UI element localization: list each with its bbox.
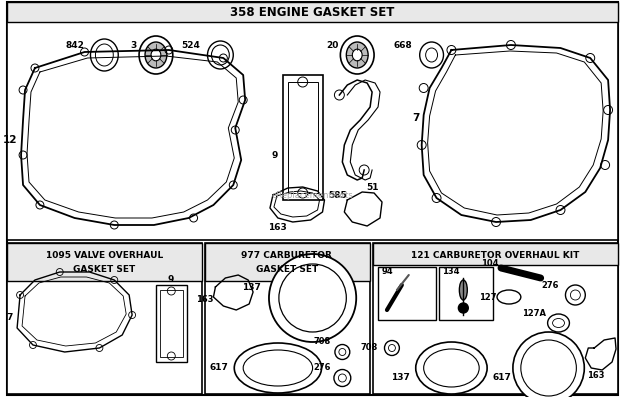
Text: 977 CARBURETOR: 977 CARBURETOR: [241, 252, 332, 260]
Ellipse shape: [384, 341, 399, 355]
Text: 94: 94: [382, 268, 394, 276]
Text: 276: 276: [313, 364, 330, 372]
Bar: [156, 285, 187, 362]
Ellipse shape: [151, 49, 161, 61]
Ellipse shape: [423, 349, 479, 387]
Text: 276: 276: [541, 281, 559, 289]
Text: eReplacementParts: eReplacementParts: [272, 191, 353, 200]
Text: 163: 163: [196, 295, 213, 304]
Ellipse shape: [91, 39, 118, 71]
Ellipse shape: [565, 285, 585, 305]
Ellipse shape: [352, 49, 362, 61]
Text: 121 CARBURETOR OVERHAUL KIT: 121 CARBURETOR OVERHAUL KIT: [411, 251, 579, 260]
Text: 163: 163: [268, 224, 287, 233]
Ellipse shape: [234, 343, 322, 393]
Text: 7: 7: [412, 113, 420, 123]
Text: 127: 127: [479, 293, 496, 301]
Ellipse shape: [95, 44, 113, 66]
Ellipse shape: [459, 280, 467, 300]
Text: 51: 51: [366, 183, 378, 193]
Text: 585: 585: [328, 191, 347, 200]
Text: 524: 524: [182, 42, 200, 50]
Bar: [373, 243, 618, 265]
Bar: [288, 82, 317, 193]
Text: 7: 7: [7, 314, 13, 322]
Text: 137: 137: [242, 283, 261, 293]
Ellipse shape: [340, 36, 374, 74]
Text: 9: 9: [272, 150, 278, 160]
Bar: [205, 243, 370, 394]
Ellipse shape: [389, 345, 396, 351]
Ellipse shape: [279, 264, 347, 332]
Bar: [378, 267, 436, 320]
Ellipse shape: [552, 318, 564, 328]
Ellipse shape: [145, 42, 167, 68]
Ellipse shape: [570, 290, 580, 300]
Ellipse shape: [139, 36, 173, 74]
Text: 668: 668: [393, 42, 412, 50]
Ellipse shape: [547, 314, 569, 332]
Ellipse shape: [334, 370, 351, 387]
Bar: [438, 267, 493, 320]
Text: 708: 708: [313, 337, 330, 347]
Bar: [7, 2, 618, 240]
Text: 1095 VALVE OVERHAUL: 1095 VALVE OVERHAUL: [46, 252, 163, 260]
Text: 842: 842: [66, 42, 84, 50]
Bar: [7, 2, 618, 22]
Text: 3: 3: [131, 42, 137, 50]
Text: 12: 12: [2, 135, 17, 145]
Ellipse shape: [416, 342, 487, 394]
Bar: [283, 75, 322, 200]
Text: 358 ENGINE GASKET SET: 358 ENGINE GASKET SET: [231, 6, 395, 19]
Ellipse shape: [208, 41, 233, 69]
Bar: [160, 290, 183, 357]
Text: 617: 617: [210, 364, 228, 372]
Text: 137: 137: [391, 374, 410, 382]
Circle shape: [458, 303, 468, 313]
Bar: [205, 243, 370, 281]
Ellipse shape: [243, 350, 312, 386]
Ellipse shape: [211, 45, 229, 65]
Text: 9: 9: [167, 274, 174, 283]
Text: 104: 104: [480, 258, 498, 268]
Text: 617: 617: [492, 374, 511, 382]
Text: GASKET SET: GASKET SET: [73, 266, 136, 274]
Ellipse shape: [269, 254, 356, 342]
Ellipse shape: [339, 349, 346, 355]
Ellipse shape: [521, 340, 577, 396]
Bar: [7, 243, 202, 281]
Ellipse shape: [335, 345, 350, 360]
Text: GASKET SET: GASKET SET: [255, 266, 318, 274]
Text: 163: 163: [588, 370, 605, 380]
Ellipse shape: [513, 332, 584, 397]
Bar: [7, 243, 202, 394]
Text: 134: 134: [443, 268, 460, 276]
Ellipse shape: [426, 48, 438, 62]
Text: 127A: 127A: [521, 308, 546, 318]
Bar: [373, 243, 618, 394]
Ellipse shape: [347, 42, 368, 68]
Text: 20: 20: [326, 42, 339, 50]
Text: 708: 708: [361, 343, 378, 353]
Ellipse shape: [339, 374, 347, 382]
Ellipse shape: [420, 42, 443, 68]
Ellipse shape: [497, 290, 521, 304]
